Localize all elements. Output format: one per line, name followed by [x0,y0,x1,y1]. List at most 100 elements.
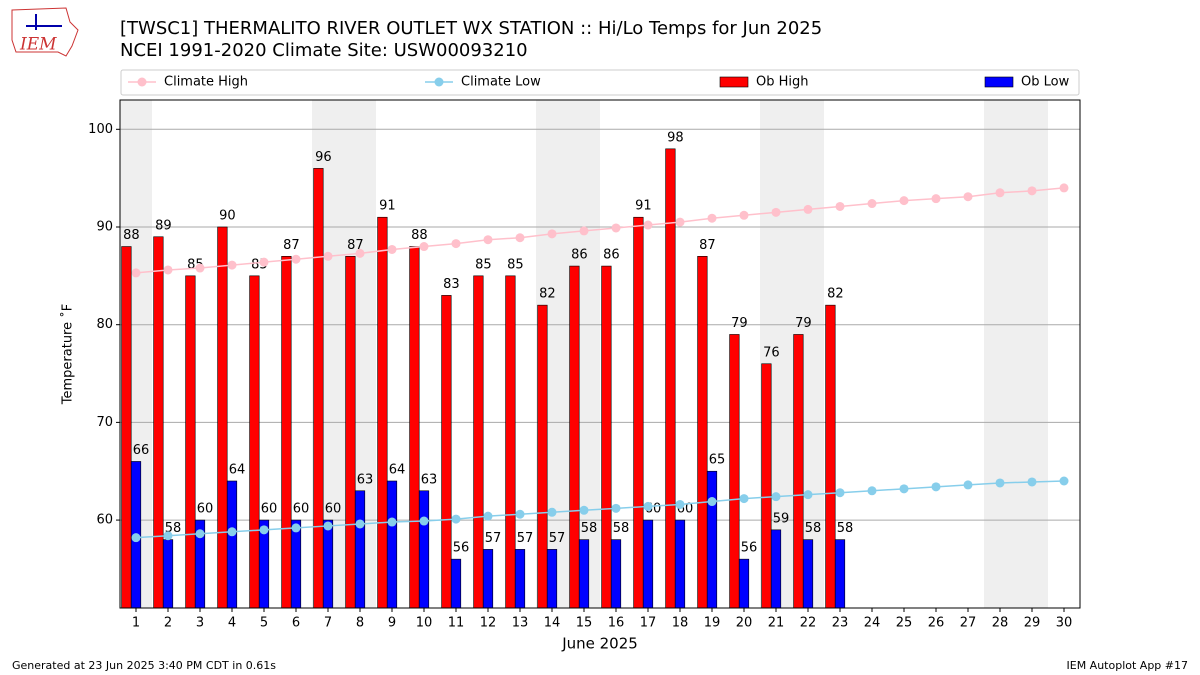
data-label: 59 [773,511,790,526]
data-label: 60 [197,502,214,517]
data-label: 91 [635,199,652,214]
point [291,523,301,533]
data-label: 79 [731,316,748,331]
point [451,239,461,249]
data-label: 89 [155,218,172,233]
point [291,254,301,264]
bar [674,519,686,609]
x-tick-label: 19 [704,616,721,631]
bar [185,275,196,609]
footer-right: IEM Autoplot App #17 [1067,659,1189,672]
x-tick-label: 2 [164,616,172,631]
point [579,226,589,236]
line [135,187,1065,274]
data-label: 86 [603,248,620,263]
x-tick-label: 20 [736,616,753,631]
bar [610,539,622,609]
point [1059,183,1069,193]
bar [217,226,228,609]
bar [281,256,292,609]
point [867,199,877,209]
point [867,486,877,496]
point [771,492,781,502]
weekend-band [984,100,1016,608]
legend-label: Ob High [756,75,809,90]
point [611,503,621,513]
x-tick-label: 3 [196,616,204,631]
x-tick-label: 4 [228,616,236,631]
bar [482,549,494,609]
point [707,497,717,507]
bar [313,168,324,609]
data-label: 88 [123,228,140,243]
legend-marker [434,77,444,87]
x-tick-label: 29 [1024,616,1041,631]
point [259,257,269,267]
bar [802,539,814,609]
y-tick-label: 80 [96,317,113,332]
y-tick-label: 60 [96,513,113,528]
point [675,217,685,227]
x-tick-label: 12 [480,616,497,631]
line [135,480,1065,539]
point [643,220,653,230]
point [163,531,173,541]
data-label: 96 [315,150,332,165]
x-tick-label: 11 [448,616,465,631]
bar [290,519,302,609]
point [483,511,493,521]
bar [386,480,398,609]
chart-subtitle: NCEI 1991-2020 Climate Site: USW00093210 [120,40,528,61]
x-tick-label: 9 [388,616,396,631]
bar [537,304,548,609]
data-label: 58 [837,521,854,536]
point [963,480,973,490]
y-tick-label: 70 [96,415,113,430]
data-label: 85 [475,257,492,272]
point [195,263,205,273]
data-label: 60 [325,502,342,517]
data-label: 57 [549,531,566,546]
point [131,533,141,543]
point [323,251,333,261]
point [515,509,525,519]
point [611,223,621,233]
x-tick-label: 23 [832,616,849,631]
data-label: 91 [379,199,396,214]
point [387,517,397,527]
point [387,244,397,254]
x-tick-label: 18 [672,616,689,631]
data-label: 56 [741,541,758,556]
data-label: 58 [805,521,822,536]
data-label: 60 [293,502,310,517]
point [707,213,717,223]
point [899,484,909,494]
bar [770,529,782,609]
legend-box [120,69,1080,96]
bar [450,558,462,609]
bar [642,519,654,609]
data-label: 76 [763,345,780,360]
footer-left: Generated at 23 Jun 2025 3:40 PM CDT in … [12,659,276,672]
bar [793,334,804,609]
data-label: 98 [667,130,684,145]
point [643,501,653,511]
point [323,521,333,531]
point [899,196,909,206]
x-tick-label: 1 [132,616,140,631]
point [419,242,429,252]
x-axis-label: June 2025 [561,635,638,653]
point [995,478,1005,488]
bar [729,334,740,609]
bar [578,539,590,609]
point [195,529,205,539]
data-label: 66 [133,443,150,458]
x-tick-label: 14 [544,616,561,631]
x-tick-label: 7 [324,616,332,631]
legend-swatch [984,76,1014,88]
point [355,248,365,258]
legend-label: Climate Low [461,75,541,90]
point [675,499,685,509]
bar [601,265,612,609]
bar [473,275,484,609]
